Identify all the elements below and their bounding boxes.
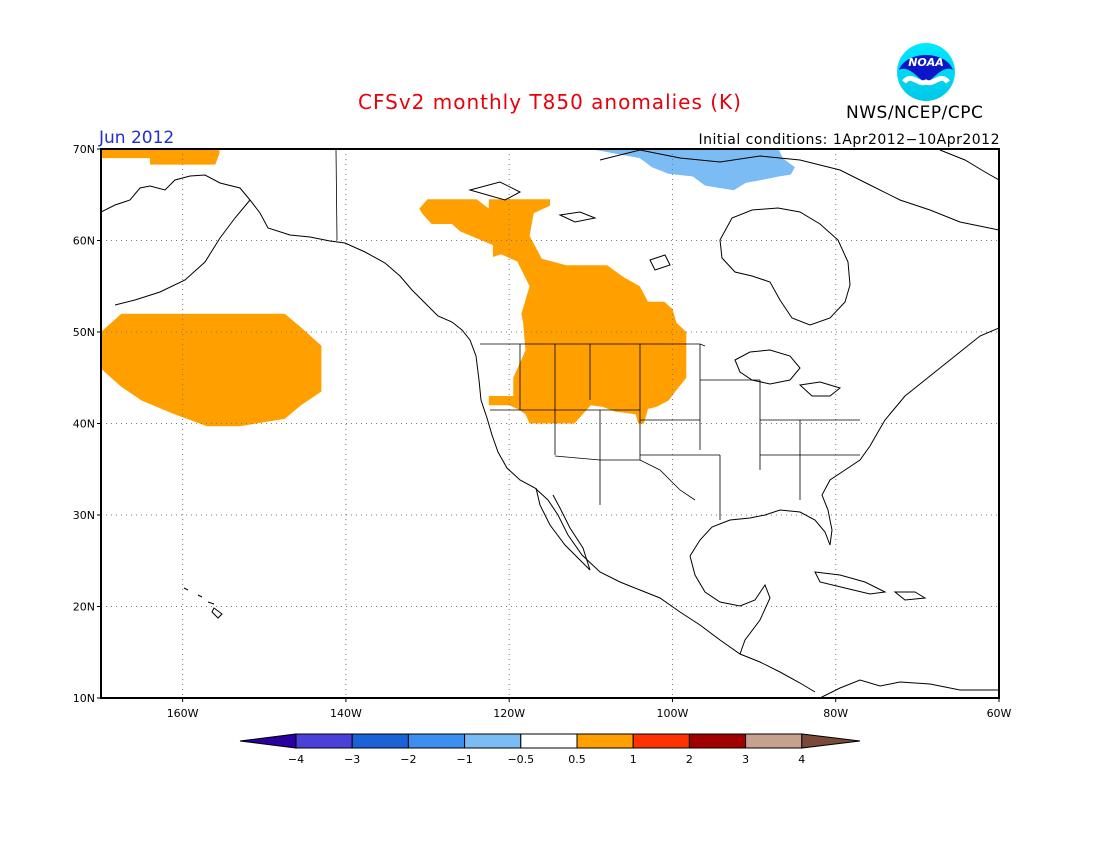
longitude-labels: 160W 140W 120W 100W 80W 60W xyxy=(167,698,1012,720)
lat-tick-label: 60N xyxy=(73,235,95,248)
anomaly-region-canadian-arctic xyxy=(590,149,795,191)
lon-tick-label: 140W xyxy=(330,707,362,720)
colorbar-label: −1 xyxy=(456,753,472,766)
great-lakes xyxy=(734,349,801,385)
noaa-logo-icon: NOAA xyxy=(896,42,956,102)
colorbar-label: 2 xyxy=(686,753,693,766)
anomaly-region-north-pacific xyxy=(101,313,322,427)
colorbar-swatch xyxy=(688,733,747,749)
coastline-hudson-bay xyxy=(719,207,851,326)
lon-tick-label: 100W xyxy=(657,707,689,720)
anomaly-region-western-canada-us xyxy=(419,199,687,424)
lat-tick-label: 20N xyxy=(73,601,95,614)
colorbar-swatch xyxy=(464,733,522,749)
coastline-greenland xyxy=(939,149,999,181)
colorbar-swatch xyxy=(520,733,578,749)
anomaly-region-alaska-north-coast xyxy=(101,149,220,165)
colorbar-label: −0.5 xyxy=(507,753,534,766)
chart-title: CFSv2 monthly T850 anomalies (K) xyxy=(358,90,742,114)
lat-tick-label: 30N xyxy=(73,509,95,522)
colorbar-label: 0.5 xyxy=(568,753,586,766)
colorbar-swatch xyxy=(407,733,466,749)
colorbar-arrow-low xyxy=(239,733,297,749)
caribbean-cuba xyxy=(814,571,887,595)
colorbar-swatch xyxy=(576,733,634,749)
lat-tick-label: 50N xyxy=(73,326,95,339)
hawaii-islands xyxy=(183,587,223,619)
coastline-gulf xyxy=(689,327,999,557)
lat-tick-label: 10N xyxy=(73,692,95,705)
coastline-alaska-peninsula xyxy=(114,199,251,306)
lon-tick-label: 80W xyxy=(823,707,848,720)
coastline-south-america xyxy=(819,679,999,698)
agency-label: NWS/NCEP/CPC xyxy=(846,103,984,123)
coastline-yucatan xyxy=(689,555,771,655)
coastline-layer xyxy=(101,149,999,698)
border-us-mexico xyxy=(554,455,696,501)
colorbar-arrow-high xyxy=(801,733,861,749)
lon-tick-label: 160W xyxy=(167,707,199,720)
coastline-baja xyxy=(535,487,591,571)
lon-tick-label: 60W xyxy=(987,707,1012,720)
colorbar-label: 4 xyxy=(798,753,805,766)
colorbar-swatch xyxy=(745,733,803,749)
latitude-labels: 70N 60N 50N 40N 30N 20N 10N xyxy=(73,143,101,705)
colorbar-label: 1 xyxy=(630,753,637,766)
colorbar-swatch xyxy=(295,733,353,749)
initial-conditions: Initial conditions: 1Apr2012−10Apr2012 xyxy=(698,132,1000,148)
logo-text: NOAA xyxy=(908,56,944,69)
anomaly-fill-layer xyxy=(101,149,795,427)
coastline-alaska-west xyxy=(101,174,816,693)
colorbar-label: −4 xyxy=(288,753,304,766)
colorbar-label: −2 xyxy=(400,753,416,766)
state-lines xyxy=(490,344,860,520)
forecast-month: Jun 2012 xyxy=(99,128,175,148)
border-alaska-canada xyxy=(335,149,338,241)
lat-tick-label: 70N xyxy=(73,143,95,156)
arctic-islands xyxy=(599,149,999,231)
colorbar-label: 3 xyxy=(742,753,749,766)
lat-tick-label: 40N xyxy=(73,418,95,431)
colorbar-swatch xyxy=(351,733,409,749)
colorbar-swatch xyxy=(632,733,690,749)
colorbar-label: −3 xyxy=(344,753,360,766)
lon-tick-label: 120W xyxy=(493,707,525,720)
